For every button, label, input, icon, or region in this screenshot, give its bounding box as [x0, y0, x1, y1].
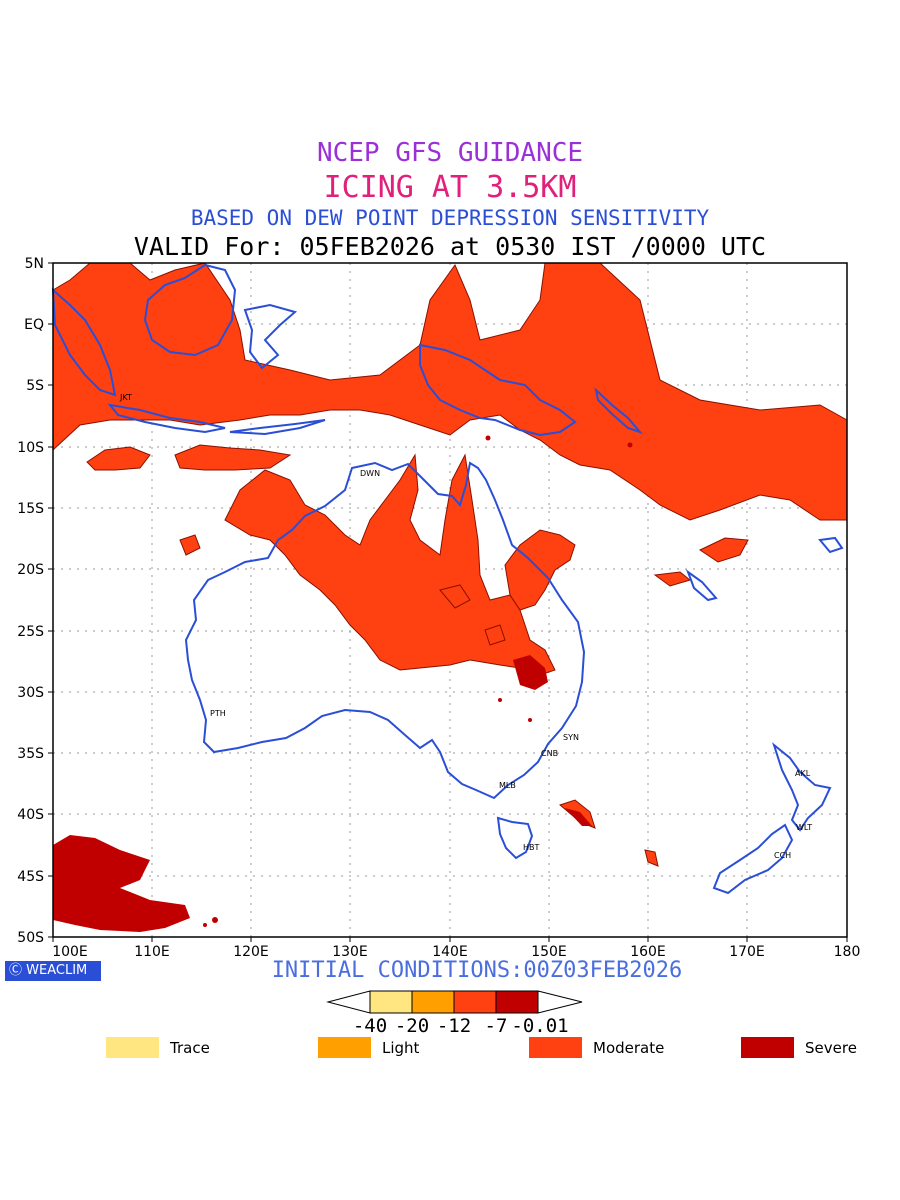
- lat-label: 50S: [17, 930, 44, 946]
- legend-label-light: Light: [382, 1039, 420, 1057]
- city-mlb: MLB: [499, 781, 516, 790]
- lat-label: 20S: [17, 562, 44, 578]
- lon-label: 110E: [134, 944, 170, 960]
- city-akl: AKL: [795, 769, 811, 778]
- lon-label: 120E: [233, 944, 269, 960]
- city-labels: JKT DWN PTH SYN CNB MLB HBT AKL WLT CCH: [119, 393, 812, 860]
- coast-australia: [184, 461, 586, 800]
- copyright-icon: Ⓒ: [9, 963, 23, 978]
- coast-borneo: [143, 263, 237, 357]
- city-cnb: CNB: [541, 749, 558, 758]
- initial-conditions: INITIAL CONDITIONS:00Z03FEB2026: [271, 958, 683, 983]
- coast-tasmania: [496, 816, 534, 860]
- colorbar-light: [411, 990, 455, 1014]
- logo-text: WEACLIM: [26, 963, 88, 978]
- lat-label: 30S: [17, 685, 44, 701]
- legend-swatch-light: [318, 1037, 371, 1058]
- colorbar-ticks: -40 -20 -12 -7 -0.01: [340, 1015, 580, 1039]
- colorbar-tick: -40: [352, 1015, 388, 1037]
- colorbar-severe: [495, 990, 539, 1014]
- lon-label: 150E: [531, 944, 567, 960]
- latitude-labels: 5N EQ 5S 10S 15S 20S 25S 30S 35S 40S 45S…: [17, 256, 44, 946]
- coast-sulawesi: [243, 303, 298, 370]
- colorbar-arrow-left: [326, 990, 371, 1014]
- colorbar-tick: -20: [394, 1015, 430, 1037]
- lon-label: 180: [834, 944, 861, 960]
- colorbar-tick: -0.01: [511, 1015, 569, 1037]
- lat-label: 15S: [17, 501, 44, 517]
- colorbar: [326, 990, 583, 1014]
- city-cch: CCH: [774, 851, 791, 860]
- city-pth: PTH: [210, 709, 226, 718]
- lon-label: 140E: [432, 944, 468, 960]
- colorbar-tick: -12: [436, 1015, 472, 1037]
- colorbar-trace: [369, 990, 413, 1014]
- longitude-labels: 100E 110E 120E 130E 140E 150E 160E 170E …: [52, 944, 860, 960]
- coast-java: [107, 403, 226, 434]
- lat-label: 5N: [25, 256, 44, 272]
- lon-label: 130E: [332, 944, 368, 960]
- lon-label: 170E: [729, 944, 765, 960]
- coast-nz-south: [712, 823, 794, 895]
- coast-new-caledonia: [685, 569, 718, 602]
- weaclim-logo: Ⓒ WEACLIM: [5, 961, 101, 981]
- city-hbt: HBT: [523, 843, 540, 852]
- title-valid-time: VALID For: 05FEB2026 at 0530 IST /0000 U…: [133, 232, 767, 261]
- legend-label-severe: Severe: [805, 1039, 857, 1057]
- colorbar-tick: -7: [484, 1015, 508, 1037]
- legend-label-moderate: Moderate: [593, 1039, 665, 1057]
- lat-label: 35S: [17, 746, 44, 762]
- severe-icing-areas: [53, 435, 633, 932]
- coast-sumatra: [51, 287, 117, 397]
- lat-label: 25S: [17, 624, 44, 640]
- legend-swatch-moderate: [529, 1037, 582, 1058]
- city-jkt: JKT: [119, 393, 132, 402]
- city-syn: SYN: [563, 733, 579, 742]
- title-product: ICING AT 3.5KM: [323, 170, 577, 205]
- coast-sunda: [229, 419, 326, 436]
- title-model: NCEP GFS GUIDANCE: [316, 138, 584, 168]
- colorbar-arrow-right: [537, 990, 583, 1014]
- lat-label: EQ: [24, 317, 44, 333]
- legend-swatch-severe: [741, 1037, 794, 1058]
- city-wlt: WLT: [796, 823, 812, 832]
- lat-label: 45S: [17, 869, 44, 885]
- lon-label: 160E: [630, 944, 666, 960]
- lon-label: 100E: [52, 944, 88, 960]
- title-method: BASED ON DEW POINT DEPRESSION SENSITIVIT…: [190, 206, 710, 230]
- lat-label: 5S: [26, 378, 44, 394]
- coastlines: [51, 263, 844, 895]
- colorbar-moderate: [453, 990, 497, 1014]
- lat-label: 40S: [17, 807, 44, 823]
- legend-swatch-trace: [106, 1037, 159, 1058]
- legend-label-trace: Trace: [170, 1039, 210, 1057]
- coast-solomons: [594, 387, 644, 435]
- coast-fiji: [818, 536, 844, 554]
- coast-new-guinea: [419, 343, 577, 437]
- coast-nz-north: [772, 742, 832, 832]
- lat-label: 10S: [17, 440, 44, 456]
- city-dwn: DWN: [360, 469, 380, 478]
